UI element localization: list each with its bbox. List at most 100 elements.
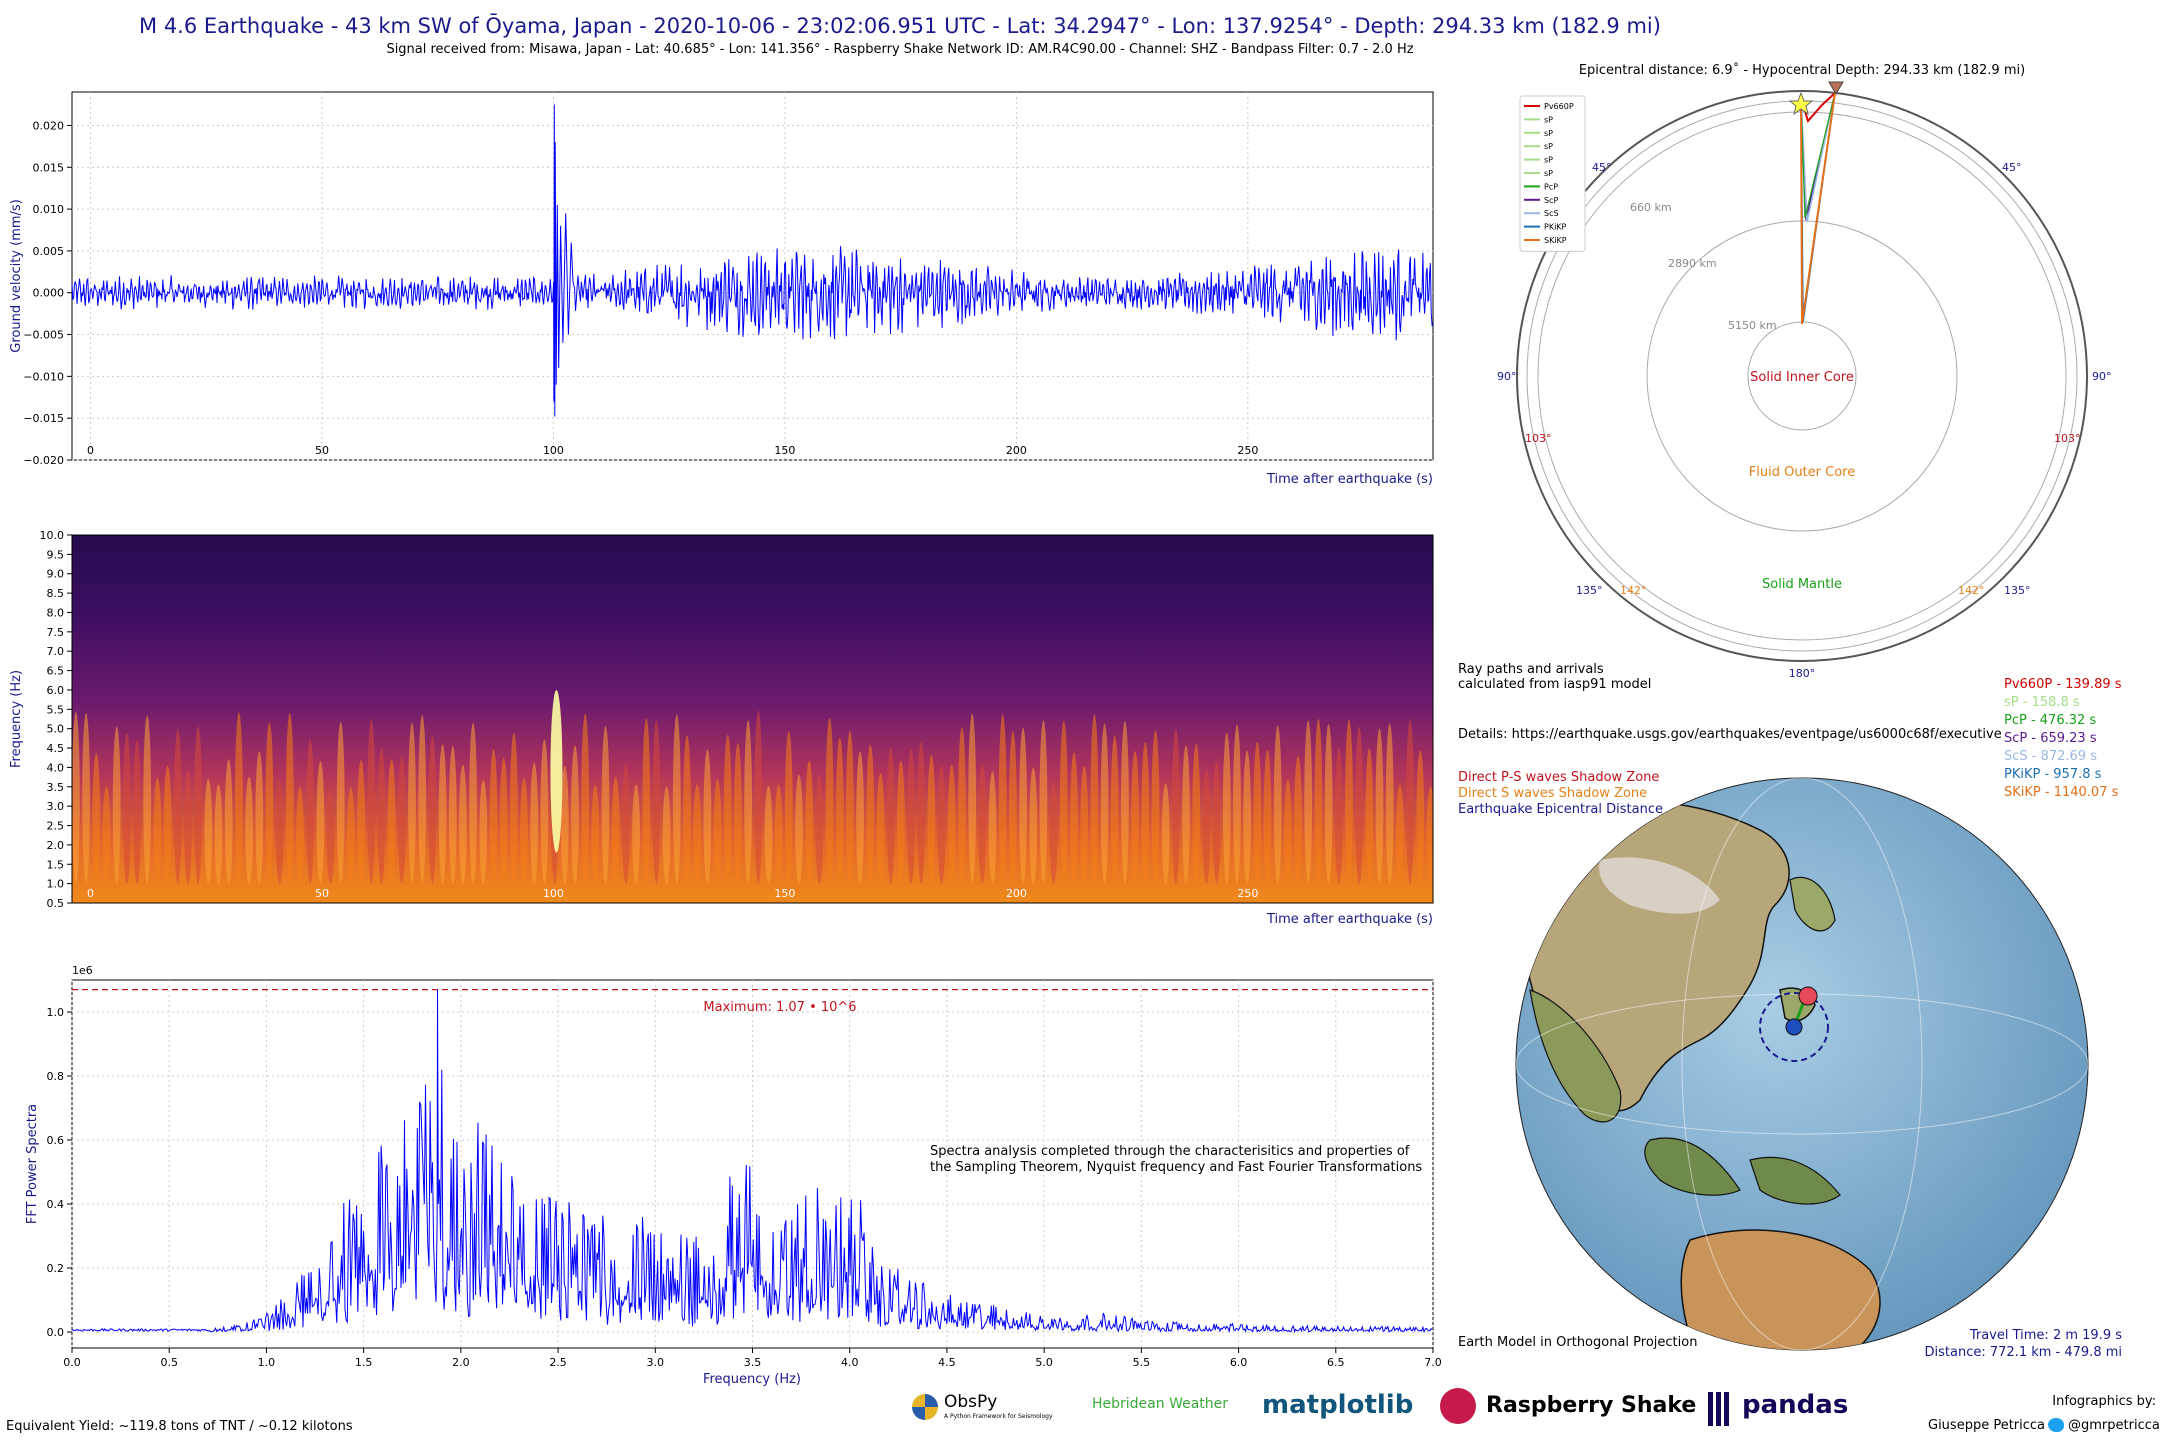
seismogram-chart: −0.020 −0.015 −0.010 −0.005 0.000 0.005 0.010 0… bbox=[9, 91, 1434, 487]
spec-xtick-label: 100 bbox=[543, 887, 564, 900]
seis-ytick-label: −0.010 bbox=[23, 370, 64, 383]
spectrogram-cell bbox=[1049, 780, 1058, 884]
spectrogram-frame bbox=[71, 534, 1434, 904]
ray-legend-label: Pv660P bbox=[1544, 102, 1574, 111]
seismogram-xticks: 0 50 100 150 200 250 bbox=[87, 444, 1258, 457]
spectrogram-cell bbox=[897, 760, 905, 884]
spec-ytick-label: 3.0 bbox=[47, 800, 65, 813]
spectrogram-cell bbox=[204, 778, 213, 884]
spectrogram-cell bbox=[958, 727, 966, 884]
spectrogram-cell bbox=[72, 711, 80, 884]
spec-ytick-label: 7.0 bbox=[47, 645, 65, 658]
region-outer-core: Fluid Outer Core bbox=[1749, 465, 1855, 480]
spectrogram-cell bbox=[499, 758, 508, 884]
spectrogram-cell bbox=[693, 784, 702, 884]
spectrogram-cell bbox=[1110, 735, 1119, 884]
spectrogram-cell bbox=[795, 774, 803, 884]
spectrogram-cell bbox=[479, 779, 488, 884]
spectrogram-cell bbox=[856, 751, 864, 884]
spectrogram-cell bbox=[978, 764, 987, 884]
page-title: M 4.6 Earthquake - 43 km SW of Ōyama, Ja… bbox=[139, 14, 1661, 38]
fft-trace bbox=[71, 989, 1433, 1334]
spectrogram-cell bbox=[163, 765, 172, 884]
spectrogram-cell bbox=[560, 765, 569, 884]
spectrogram-cell bbox=[1100, 723, 1109, 884]
seismogram-trace bbox=[71, 104, 1434, 417]
arrival-time-entry: sP - 158.8 s bbox=[2004, 695, 2080, 710]
fft-chart: 0.0 0.2 0.4 0.6 0.8 1.0 0.0 0.5 1.0 1.5 2.0 2.5 3.0… bbox=[25, 964, 1442, 1387]
spec-ytick-label: 5.0 bbox=[47, 723, 65, 736]
matplotlib-logo: matplotlib bbox=[1262, 1390, 1414, 1420]
spectrogram-cell bbox=[1273, 725, 1282, 884]
spectrogram-cell bbox=[448, 746, 457, 884]
fft-max-label: Maximum: 1.07 • 10^6 bbox=[703, 1000, 856, 1015]
spectrogram-cell bbox=[459, 764, 467, 884]
spectrogram-cell bbox=[377, 748, 386, 884]
indonesia-landmass bbox=[1644, 1137, 1741, 1196]
ray-legend-label: sP bbox=[1544, 129, 1553, 138]
fft-ytick-label: 0.2 bbox=[47, 1262, 65, 1275]
twitter-bird-icon bbox=[2048, 1418, 2064, 1432]
obspy-logo-text: ObsPy bbox=[944, 1392, 998, 1412]
credit-title: Infographics by: bbox=[2052, 1394, 2156, 1409]
seis-ytick-label: −0.005 bbox=[23, 329, 64, 342]
fft-xtick-label: 4.0 bbox=[841, 1356, 859, 1369]
seis-xtick-label: 100 bbox=[543, 444, 564, 457]
spectrogram-cell bbox=[1222, 732, 1231, 884]
spec-ytick-label: 1.0 bbox=[47, 878, 65, 891]
seismogram-grid bbox=[72, 92, 1433, 461]
spectrogram-cell bbox=[937, 764, 946, 884]
fft-xtick-label: 1.0 bbox=[258, 1356, 276, 1369]
spectrogram-cell bbox=[1029, 767, 1038, 884]
spectrogram-cell bbox=[102, 786, 111, 884]
spectrogram-cell bbox=[622, 763, 630, 884]
fft-xtick-label: 5.0 bbox=[1035, 1356, 1053, 1369]
spectrogram-cell bbox=[1182, 745, 1190, 884]
spectrogram-cell bbox=[1304, 720, 1313, 884]
spectrogram-xlabel: Time after earthquake (s) bbox=[1266, 912, 1433, 927]
ray-legend-label: SKiKP bbox=[1544, 236, 1567, 245]
spectrogram-cell bbox=[408, 722, 416, 884]
spectrogram-cell bbox=[1345, 719, 1353, 884]
spectrogram-cell bbox=[1243, 750, 1251, 884]
spectrogram-cell bbox=[1192, 743, 1201, 884]
spectrogram-cell bbox=[1212, 762, 1221, 884]
seis-xtick-label: 50 bbox=[315, 444, 329, 457]
spectrogram-cell bbox=[387, 759, 396, 884]
spectrogram-ylabel: Frequency (Hz) bbox=[9, 670, 24, 768]
obspy-logo-subtext: A Python Framework for Seismology bbox=[944, 1413, 1053, 1420]
fft-xtick-label: 5.5 bbox=[1133, 1356, 1151, 1369]
spectrogram-cell bbox=[123, 733, 131, 884]
kamchatka-landmass bbox=[1789, 876, 1836, 932]
credit-name: Giuseppe Petricca bbox=[1928, 1418, 2046, 1433]
spec-ytick-label: 8.5 bbox=[47, 587, 65, 600]
spectrogram-cell bbox=[510, 732, 518, 884]
spectrogram-cell bbox=[428, 735, 437, 884]
region-mantle: Solid Mantle bbox=[1762, 577, 1842, 592]
spec-ytick-label: 5.5 bbox=[47, 703, 65, 716]
event-details-link[interactable]: Details: https://earthquake.usgs.gov/ear… bbox=[1458, 727, 2002, 742]
spectrogram-cell bbox=[744, 720, 752, 884]
spectrogram-cell bbox=[194, 726, 203, 884]
spectrogram-cell bbox=[591, 785, 600, 884]
region-inner-core: Solid Inner Core bbox=[1750, 370, 1854, 385]
spectrogram-cells bbox=[72, 689, 1433, 884]
spectrogram-cell bbox=[92, 752, 101, 884]
spec-ytick-label: 9.0 bbox=[47, 568, 65, 581]
ray-legend-label: sP bbox=[1544, 115, 1553, 124]
spectrogram-cell bbox=[82, 713, 90, 884]
spectrogram-cell bbox=[326, 787, 335, 884]
spectrogram-yticks: 0.5 1.0 1.5 2.0 2.5 3.0 3.5 4.0 4.5 5.0 5.5 6.0 6.5 7… bbox=[40, 529, 72, 910]
spectrogram-cell bbox=[296, 787, 304, 884]
spectrogram-cell bbox=[520, 778, 528, 884]
spec-ytick-label: 8.0 bbox=[47, 606, 65, 619]
fft-xtick-label: 7.0 bbox=[1424, 1356, 1442, 1369]
spectrogram-cell bbox=[1070, 752, 1078, 884]
ring-label-2890: 2890 km bbox=[1668, 257, 1717, 270]
spectrogram-cell bbox=[347, 787, 355, 884]
fft-scale-label: 1e6 bbox=[72, 964, 93, 977]
fft-xticks: 0.0 0.5 1.0 1.5 2.0 2.5 3.0 3.5 4.0 4.5 5.0 5.5 6.0 6… bbox=[63, 1348, 1442, 1369]
fft-ytick-label: 0.4 bbox=[47, 1198, 65, 1211]
spectrogram-cell bbox=[886, 747, 895, 884]
spec-ytick-label: 9.5 bbox=[47, 548, 65, 561]
